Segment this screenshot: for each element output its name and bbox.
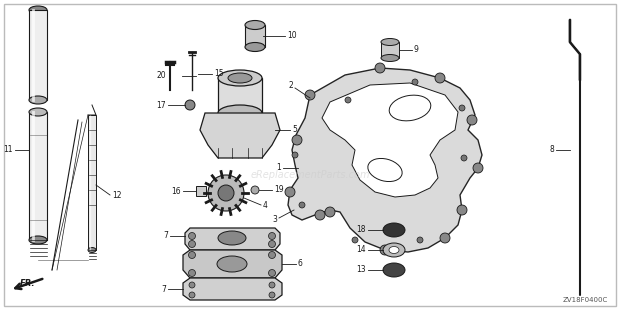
Polygon shape	[183, 250, 282, 278]
Text: 10: 10	[287, 32, 296, 41]
Circle shape	[417, 237, 423, 243]
Circle shape	[305, 90, 315, 100]
Circle shape	[440, 233, 450, 243]
Text: 17: 17	[156, 100, 166, 109]
Text: 11: 11	[4, 145, 13, 154]
Circle shape	[218, 185, 234, 201]
Ellipse shape	[381, 38, 399, 46]
Circle shape	[375, 63, 385, 73]
Ellipse shape	[383, 223, 405, 237]
Text: 7: 7	[161, 285, 166, 294]
Circle shape	[268, 269, 275, 277]
Circle shape	[208, 175, 244, 211]
Circle shape	[268, 232, 275, 240]
Ellipse shape	[383, 243, 405, 257]
Ellipse shape	[29, 108, 47, 116]
Circle shape	[189, 292, 195, 298]
Circle shape	[315, 210, 325, 220]
Ellipse shape	[29, 6, 47, 14]
Text: 16: 16	[171, 187, 181, 196]
Text: 18: 18	[356, 225, 366, 234]
Text: 20: 20	[156, 72, 166, 81]
Circle shape	[188, 269, 195, 277]
Polygon shape	[288, 68, 482, 252]
Circle shape	[459, 105, 465, 111]
Ellipse shape	[368, 158, 402, 182]
Bar	[196, 186, 206, 196]
Ellipse shape	[381, 55, 399, 61]
Ellipse shape	[218, 231, 246, 245]
Circle shape	[345, 97, 351, 103]
Text: 4: 4	[263, 201, 268, 210]
Circle shape	[269, 282, 275, 288]
Text: 12: 12	[112, 192, 122, 201]
Circle shape	[352, 237, 358, 243]
Text: eReplacementParts.com: eReplacementParts.com	[250, 170, 370, 180]
Bar	[218, 78, 262, 113]
Text: 9: 9	[414, 46, 419, 55]
Bar	[381, 42, 399, 58]
Ellipse shape	[245, 20, 265, 29]
Bar	[29, 112, 47, 240]
Ellipse shape	[389, 95, 431, 121]
Circle shape	[380, 245, 390, 255]
Text: 8: 8	[549, 145, 554, 154]
Ellipse shape	[228, 73, 252, 83]
Circle shape	[292, 152, 298, 158]
Circle shape	[435, 73, 445, 83]
Text: 15: 15	[214, 69, 224, 78]
Polygon shape	[200, 113, 280, 158]
Polygon shape	[322, 83, 458, 197]
Circle shape	[188, 241, 195, 247]
Bar	[29, 10, 47, 100]
Circle shape	[269, 292, 275, 298]
Polygon shape	[183, 278, 282, 300]
Ellipse shape	[88, 247, 96, 253]
Circle shape	[292, 135, 302, 145]
Ellipse shape	[217, 256, 247, 272]
Text: 6: 6	[298, 259, 303, 268]
Ellipse shape	[29, 236, 47, 244]
Text: 1: 1	[277, 163, 281, 172]
Circle shape	[325, 207, 335, 217]
Polygon shape	[185, 228, 280, 250]
Text: 13: 13	[356, 265, 366, 274]
Circle shape	[251, 186, 259, 194]
Text: 19: 19	[274, 185, 283, 194]
Ellipse shape	[245, 42, 265, 51]
Circle shape	[185, 100, 195, 110]
Bar	[245, 25, 265, 47]
Circle shape	[268, 241, 275, 247]
Ellipse shape	[29, 96, 47, 104]
Circle shape	[467, 115, 477, 125]
Circle shape	[461, 155, 467, 161]
Circle shape	[412, 79, 418, 85]
Circle shape	[299, 202, 305, 208]
Text: 3: 3	[272, 215, 277, 224]
Ellipse shape	[383, 263, 405, 277]
Circle shape	[285, 187, 295, 197]
Text: FR.: FR.	[20, 280, 36, 289]
Circle shape	[189, 282, 195, 288]
Circle shape	[457, 205, 467, 215]
Text: ZV18F0400C: ZV18F0400C	[563, 297, 608, 303]
Ellipse shape	[218, 70, 262, 86]
Circle shape	[473, 163, 483, 173]
Circle shape	[188, 232, 195, 240]
Text: 2: 2	[288, 82, 293, 91]
Text: 5: 5	[292, 126, 297, 135]
Ellipse shape	[218, 105, 262, 121]
Circle shape	[188, 251, 195, 259]
Text: 7: 7	[163, 232, 168, 241]
Circle shape	[268, 251, 275, 259]
Text: 14: 14	[356, 246, 366, 255]
Ellipse shape	[389, 246, 399, 254]
Bar	[88, 115, 96, 250]
